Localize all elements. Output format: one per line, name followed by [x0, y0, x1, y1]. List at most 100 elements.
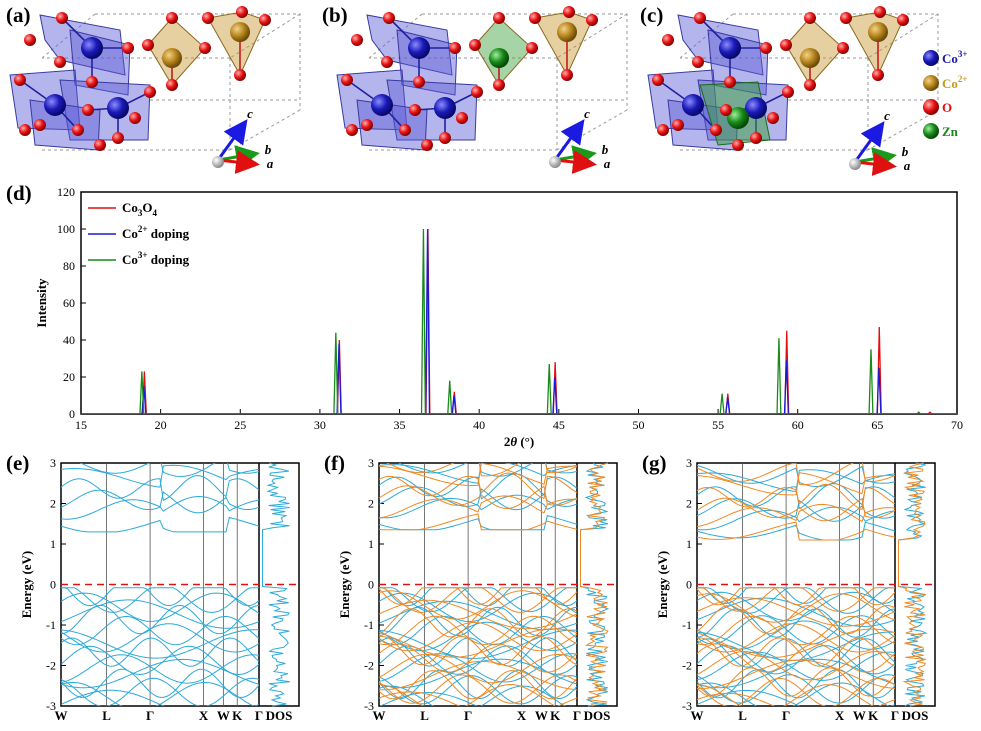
band-line — [398, 463, 577, 477]
co-octahedron — [59, 79, 151, 141]
unit-cell-outline — [368, 13, 628, 151]
o-atom — [657, 124, 669, 136]
band-line — [379, 472, 577, 500]
co-tetrahedron — [845, 11, 904, 77]
co3-atom — [434, 97, 456, 119]
band-line — [697, 674, 895, 704]
o-atom — [672, 119, 684, 131]
o-atom — [56, 12, 68, 24]
o-atom — [14, 74, 26, 86]
xrd-x-tick-label: 15 — [75, 418, 87, 432]
dos-label: DOS — [266, 708, 293, 723]
band-line — [379, 590, 577, 620]
o-atom — [82, 104, 94, 116]
panel-label-c: (c) — [640, 3, 663, 27]
dos-curve — [580, 462, 609, 707]
band-y-tick-label: 1 — [50, 537, 56, 551]
kpoint-label: Γ — [146, 708, 154, 723]
co3-atom — [408, 37, 430, 59]
band-line — [697, 521, 895, 541]
kpoint-label: W — [535, 708, 548, 723]
o-atom — [54, 56, 66, 68]
band-line — [697, 521, 895, 541]
co2-atom — [800, 48, 820, 68]
o-atom — [166, 79, 178, 91]
band-y-tick-label: 2 — [686, 497, 692, 511]
origin-atom — [549, 156, 561, 168]
o-atom — [236, 6, 248, 18]
band-line — [379, 599, 577, 630]
band-line — [697, 638, 895, 668]
band-line — [697, 692, 895, 706]
band-y-tick-label: 1 — [368, 537, 374, 551]
band-line — [61, 495, 259, 520]
o-atom — [782, 86, 794, 98]
band-y-tick-label: -2 — [364, 659, 374, 673]
co3-atom — [81, 37, 103, 59]
band-line — [61, 592, 259, 622]
o-atom — [897, 14, 909, 26]
band-line — [379, 691, 577, 706]
band-frame — [378, 462, 618, 707]
band-line — [379, 473, 577, 500]
xrd-y-axis-label: Intensity — [34, 278, 49, 328]
xrd-y-tick-label: 40 — [63, 333, 75, 347]
xrd-y-tick-label: 120 — [57, 185, 75, 199]
xrd-x-tick-label: 30 — [314, 418, 326, 432]
dos-curve — [898, 462, 927, 707]
band-line — [697, 615, 895, 645]
band-line — [379, 513, 577, 531]
band-line — [379, 615, 577, 646]
a-axis-label: a — [267, 156, 274, 171]
xrd-x-tick-label: 70 — [951, 418, 963, 432]
o-atom — [122, 42, 134, 54]
band-y-tick-label: 0 — [686, 578, 692, 592]
legend-item-co3: Co3+ — [923, 49, 968, 66]
o-atom — [493, 79, 505, 91]
dos-label: DOS — [902, 708, 929, 723]
xrd-legend-label: Co3O4 — [122, 200, 158, 218]
band-y-tick-label: 2 — [368, 497, 374, 511]
band-line — [61, 475, 259, 502]
legend-item-o: O — [923, 99, 952, 115]
band-y-tick-label: -3 — [682, 699, 692, 713]
o-atom — [529, 12, 541, 24]
band-line — [379, 674, 577, 704]
kpoint-label: X — [199, 708, 209, 723]
axis-triad-b: c ba — [549, 106, 611, 174]
co2-atom — [162, 48, 182, 68]
band-line — [697, 483, 895, 511]
band-y-tick-label: 2 — [50, 497, 56, 511]
unit-cell-outline — [679, 13, 939, 151]
band-y-tick-label: 3 — [368, 456, 374, 470]
xrd-legend-label: Co3+ doping — [122, 250, 190, 267]
xrd-y-tick-label: 20 — [63, 370, 75, 384]
o-atom — [24, 34, 36, 46]
band-line — [379, 621, 577, 652]
band-line — [697, 587, 895, 612]
co-tetrahedron — [207, 11, 266, 77]
c-axis-label: c — [584, 106, 590, 121]
o-atom — [563, 6, 575, 18]
kpoint-label: W — [853, 708, 866, 723]
xrd-x-tick-label: 65 — [871, 418, 883, 432]
kpoint-label: L — [102, 708, 111, 723]
band-line — [61, 516, 259, 533]
origin-atom — [212, 156, 224, 168]
xrd-x-tick-label: 20 — [155, 418, 167, 432]
o-atom — [493, 12, 505, 24]
band-line — [697, 591, 895, 622]
panel-label-b: (b) — [322, 3, 348, 27]
band-line — [379, 670, 577, 700]
band-line — [697, 587, 895, 606]
zn-atom — [727, 107, 749, 129]
band-line — [61, 615, 259, 646]
band-line — [379, 615, 577, 646]
band-y-tick-label: -2 — [682, 659, 692, 673]
xrd-y-tick-label: 60 — [63, 296, 75, 310]
kpoint-label: W — [373, 708, 386, 723]
species-legend: Co3+ Co2+ O Zn — [923, 49, 968, 139]
band-y-tick-label: -1 — [364, 618, 374, 632]
co3-atom — [682, 94, 704, 116]
